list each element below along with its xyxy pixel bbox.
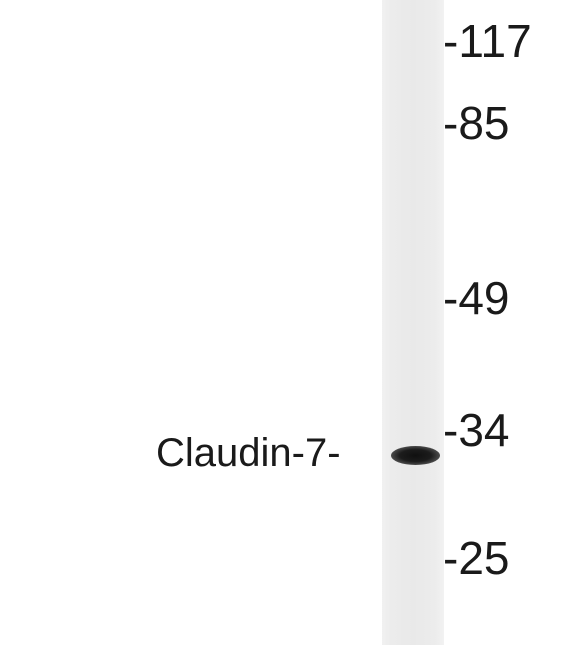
blot-lane [382, 0, 444, 645]
marker-85: -85 [443, 97, 510, 149]
marker-34: -34 [443, 404, 510, 456]
protein-label: Claudin-7- [156, 431, 341, 475]
marker-117: -117 [443, 15, 532, 67]
marker-49: -49 [443, 272, 510, 324]
protein-band [391, 446, 440, 465]
marker-25: -25 [443, 532, 510, 584]
